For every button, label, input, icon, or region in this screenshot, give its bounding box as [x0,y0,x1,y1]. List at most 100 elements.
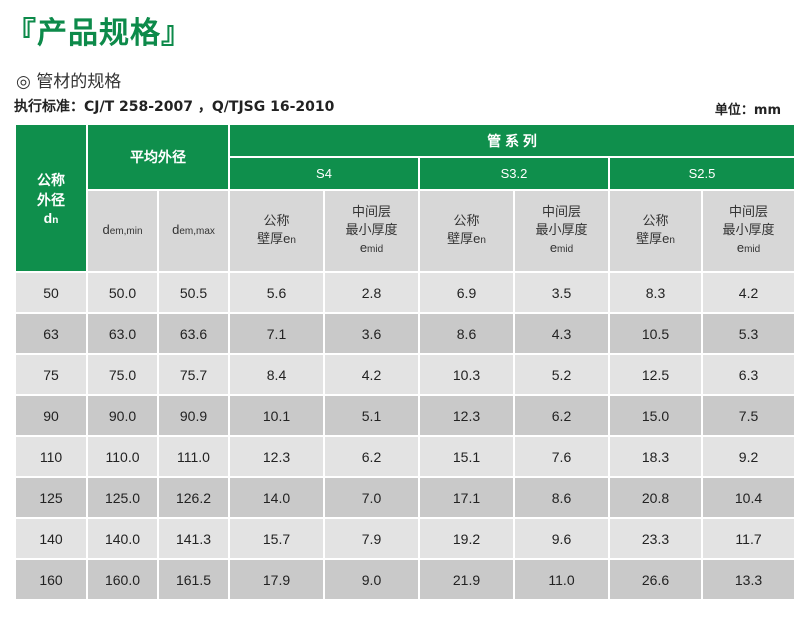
table-cell: 160.0 [86,558,159,601]
table-cell: 2.8 [323,271,420,314]
table-cell: 4.2 [323,353,420,396]
s4-mid-header: 中间层 最小厚度 emid [323,189,420,273]
table-cell: 110.0 [86,435,159,478]
table-row: 90 90.0 90.9 10.1 5.1 12.3 6.2 15.0 7.5 [14,394,797,437]
pipe-series-header: 管 系 列 [227,123,797,158]
table-cell: 18.3 [608,435,703,478]
table-cell: 140.0 [86,517,159,560]
dem-min-header: dem,min [86,189,159,273]
table-cell: 110 [14,435,88,478]
table-cell: 90.9 [157,394,230,437]
table-cell: 75.7 [157,353,230,396]
table-row: 160 160.0 161.5 17.9 9.0 21.9 11.0 26.6 13.3 [14,558,797,601]
dn-subscript: n [52,215,59,226]
table-cell: 50.5 [157,271,230,314]
s25-mid-header: 中间层 最小厚度 emid [700,189,797,273]
table-cell: 14.0 [228,476,325,519]
table-cell: 17.1 [418,476,515,519]
table-cell: 7.0 [323,476,420,519]
standard-text: 执行标准：CJ/T 258-2007 ，Q/TJSG 16-2010 [14,99,335,115]
table-cell: 75 [14,353,88,396]
table-cell: 12.3 [228,435,325,478]
section-subtitle: ◎ 管材的规格 [16,72,122,92]
table-cell: 10.5 [608,312,703,355]
avg-od-header: 平均外径 [86,123,230,191]
page-title: 『产品规格』 [6,16,192,51]
table-row: 75 75.0 75.7 8.4 4.2 10.3 5.2 12.5 6.3 [14,353,797,396]
table-cell: 8.6 [418,312,515,355]
table-cell: 15.1 [418,435,515,478]
unit-label: 单位：mm [714,103,781,118]
table-cell: 63 [14,312,88,355]
table-cell: 20.8 [608,476,703,519]
table-cell: 11.0 [513,558,610,601]
table-cell: 90 [14,394,88,437]
table-cell: 8.4 [228,353,325,396]
table-cell: 7.1 [228,312,325,355]
table-cell: 140 [14,517,88,560]
table-cell: 6.9 [418,271,515,314]
table-cell: 21.9 [418,558,515,601]
nominal-od-header: 公称 外径 dn [14,123,88,273]
series-s4-header: S4 [228,156,420,191]
table-cell: 15.0 [608,394,703,437]
table-cell: 9.6 [513,517,610,560]
table-row: 50 50.0 50.5 5.6 2.8 6.9 3.5 8.3 4.2 [14,271,797,314]
table-cell: 161.5 [157,558,230,601]
table-cell: 10.1 [228,394,325,437]
table-cell: 141.3 [157,517,230,560]
table-cell: 111.0 [157,435,230,478]
table-cell: 5.6 [228,271,325,314]
table-cell: 50 [14,271,88,314]
table-cell: 75.0 [86,353,159,396]
table-cell: 8.6 [513,476,610,519]
table-cell: 7.6 [513,435,610,478]
table-cell: 5.1 [323,394,420,437]
s4-wall-header: 公称 壁厚en [228,189,325,273]
table-cell: 6.2 [323,435,420,478]
table-cell: 11.7 [700,517,797,560]
table-cell: 5.2 [513,353,610,396]
table-cell: 26.6 [608,558,703,601]
table-cell: 9.2 [700,435,797,478]
table-cell: 17.9 [228,558,325,601]
table-row: 63 63.0 63.6 7.1 3.6 8.6 4.3 10.5 5.3 [14,312,797,355]
table-cell: 125 [14,476,88,519]
table-cell: 5.3 [700,312,797,355]
table-cell: 63.6 [157,312,230,355]
series-s25-header: S2.5 [607,156,797,191]
table-cell: 7.5 [700,394,797,437]
table-cell: 4.3 [513,312,610,355]
table-row: 140 140.0 141.3 15.7 7.9 19.2 9.6 23.3 11.7 [14,517,797,560]
table-cell: 63.0 [86,312,159,355]
table-cell: 125.0 [86,476,159,519]
table-cell: 15.7 [228,517,325,560]
table-cell: 12.3 [418,394,515,437]
table-row: 125 125.0 126.2 14.0 7.0 17.1 8.6 20.8 10.4 [14,476,797,519]
od-label: 外径 [37,192,65,208]
table-cell: 90.0 [86,394,159,437]
s32-wall-header: 公称 壁厚en [418,189,515,273]
table-cell: 3.5 [513,271,610,314]
table-cell: 9.0 [323,558,420,601]
table-cell: 6.2 [513,394,610,437]
dem-max-header: dem,max [157,189,230,273]
table-cell: 13.3 [700,558,797,601]
table-row: 110 110.0 111.0 12.3 6.2 15.1 7.6 18.3 9.2 [14,435,797,478]
nominal-label: 公称 [37,172,65,188]
s32-mid-header: 中间层 最小厚度 emid [513,189,610,273]
table-cell: 7.9 [323,517,420,560]
table-cell: 6.3 [700,353,797,396]
pipe-spec-table: 公称 外径 dn 平均外径 管 系 列 S4 S3.2 S2.5 dem,min… [14,123,797,601]
dn-symbol: d [43,210,53,226]
table-cell: 23.3 [608,517,703,560]
table-cell: 126.2 [157,476,230,519]
s25-wall-header: 公称 壁厚en [608,189,703,273]
table-cell: 19.2 [418,517,515,560]
table-cell: 3.6 [323,312,420,355]
table-cell: 50.0 [86,271,159,314]
table-cell: 160 [14,558,88,601]
table-cell: 4.2 [700,271,797,314]
table-cell: 10.3 [418,353,515,396]
table-cell: 8.3 [608,271,703,314]
